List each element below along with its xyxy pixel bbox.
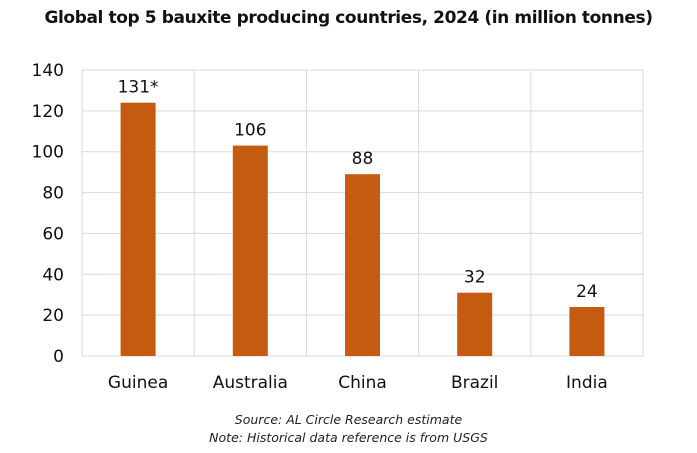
x-tick-label: Australia	[213, 373, 288, 393]
data-labels: 131* 106 88 32 24	[118, 78, 598, 302]
y-tick-label: 100	[32, 143, 64, 163]
x-tick-label: Brazil	[451, 373, 498, 393]
y-tick-label: 60	[42, 224, 64, 244]
bar-guinea	[120, 102, 156, 356]
y-tick-label: 20	[42, 306, 64, 326]
source-note: Source: AL Circle Research estimate	[234, 412, 463, 427]
y-tick-label: 40	[42, 265, 64, 285]
y-tick-label: 120	[32, 102, 64, 122]
y-axis-ticks: 0 20 40 60 80 100 120 140	[32, 61, 64, 367]
bars	[120, 102, 605, 356]
y-tick-label: 0	[53, 347, 64, 367]
data-label-india: 24	[576, 282, 598, 302]
x-tick-label: Guinea	[108, 373, 168, 393]
data-label-guinea: 131*	[118, 78, 159, 98]
historical-data-note: Note: Historical data reference is from …	[209, 430, 488, 445]
chart-title: Global top 5 bauxite producing countries…	[44, 8, 653, 28]
x-tick-label: India	[566, 373, 608, 393]
y-tick-label: 140	[32, 61, 64, 81]
data-label-australia: 106	[234, 121, 266, 141]
data-label-brazil: 32	[464, 268, 486, 288]
data-label-china: 88	[352, 149, 374, 169]
y-tick-label: 80	[42, 184, 64, 204]
x-axis-ticks: Guinea Australia China Brazil India	[108, 373, 608, 393]
bar-india	[569, 306, 605, 356]
bar-australia	[232, 145, 268, 356]
x-tick-label: China	[338, 373, 387, 393]
bar-brazil	[457, 292, 493, 356]
bar-china	[345, 174, 380, 356]
